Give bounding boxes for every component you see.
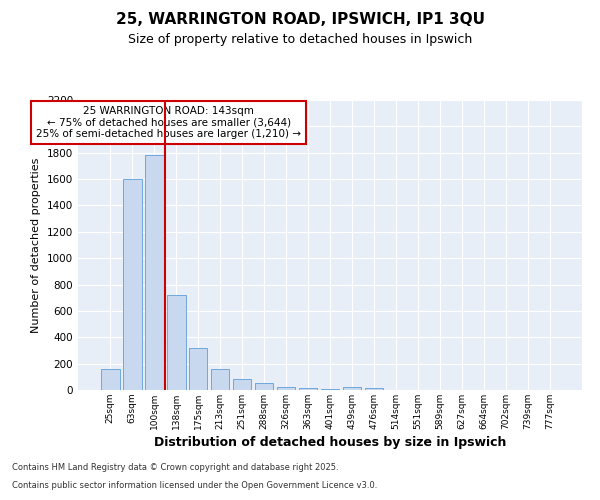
Bar [123,179,142,390]
Bar [343,386,361,390]
Bar [167,295,185,390]
Text: 25 WARRINGTON ROAD: 143sqm
← 75% of detached houses are smaller (3,644)
25% of s: 25 WARRINGTON ROAD: 143sqm ← 75% of deta… [36,106,301,139]
X-axis label: Distribution of detached houses by size in Ipswich: Distribution of detached houses by size … [154,436,506,449]
Bar [189,348,208,390]
Text: 25, WARRINGTON ROAD, IPSWICH, IP1 3QU: 25, WARRINGTON ROAD, IPSWICH, IP1 3QU [115,12,485,28]
Text: Contains public sector information licensed under the Open Government Licence v3: Contains public sector information licen… [12,481,377,490]
Bar [211,369,229,390]
Bar [277,386,295,390]
Bar [233,379,251,390]
Text: Size of property relative to detached houses in Ipswich: Size of property relative to detached ho… [128,32,472,46]
Bar [255,384,274,390]
Bar [145,156,164,390]
Bar [299,388,317,390]
Text: Contains HM Land Registry data © Crown copyright and database right 2025.: Contains HM Land Registry data © Crown c… [12,464,338,472]
Y-axis label: Number of detached properties: Number of detached properties [31,158,41,332]
Bar [101,369,119,390]
Bar [365,388,383,390]
